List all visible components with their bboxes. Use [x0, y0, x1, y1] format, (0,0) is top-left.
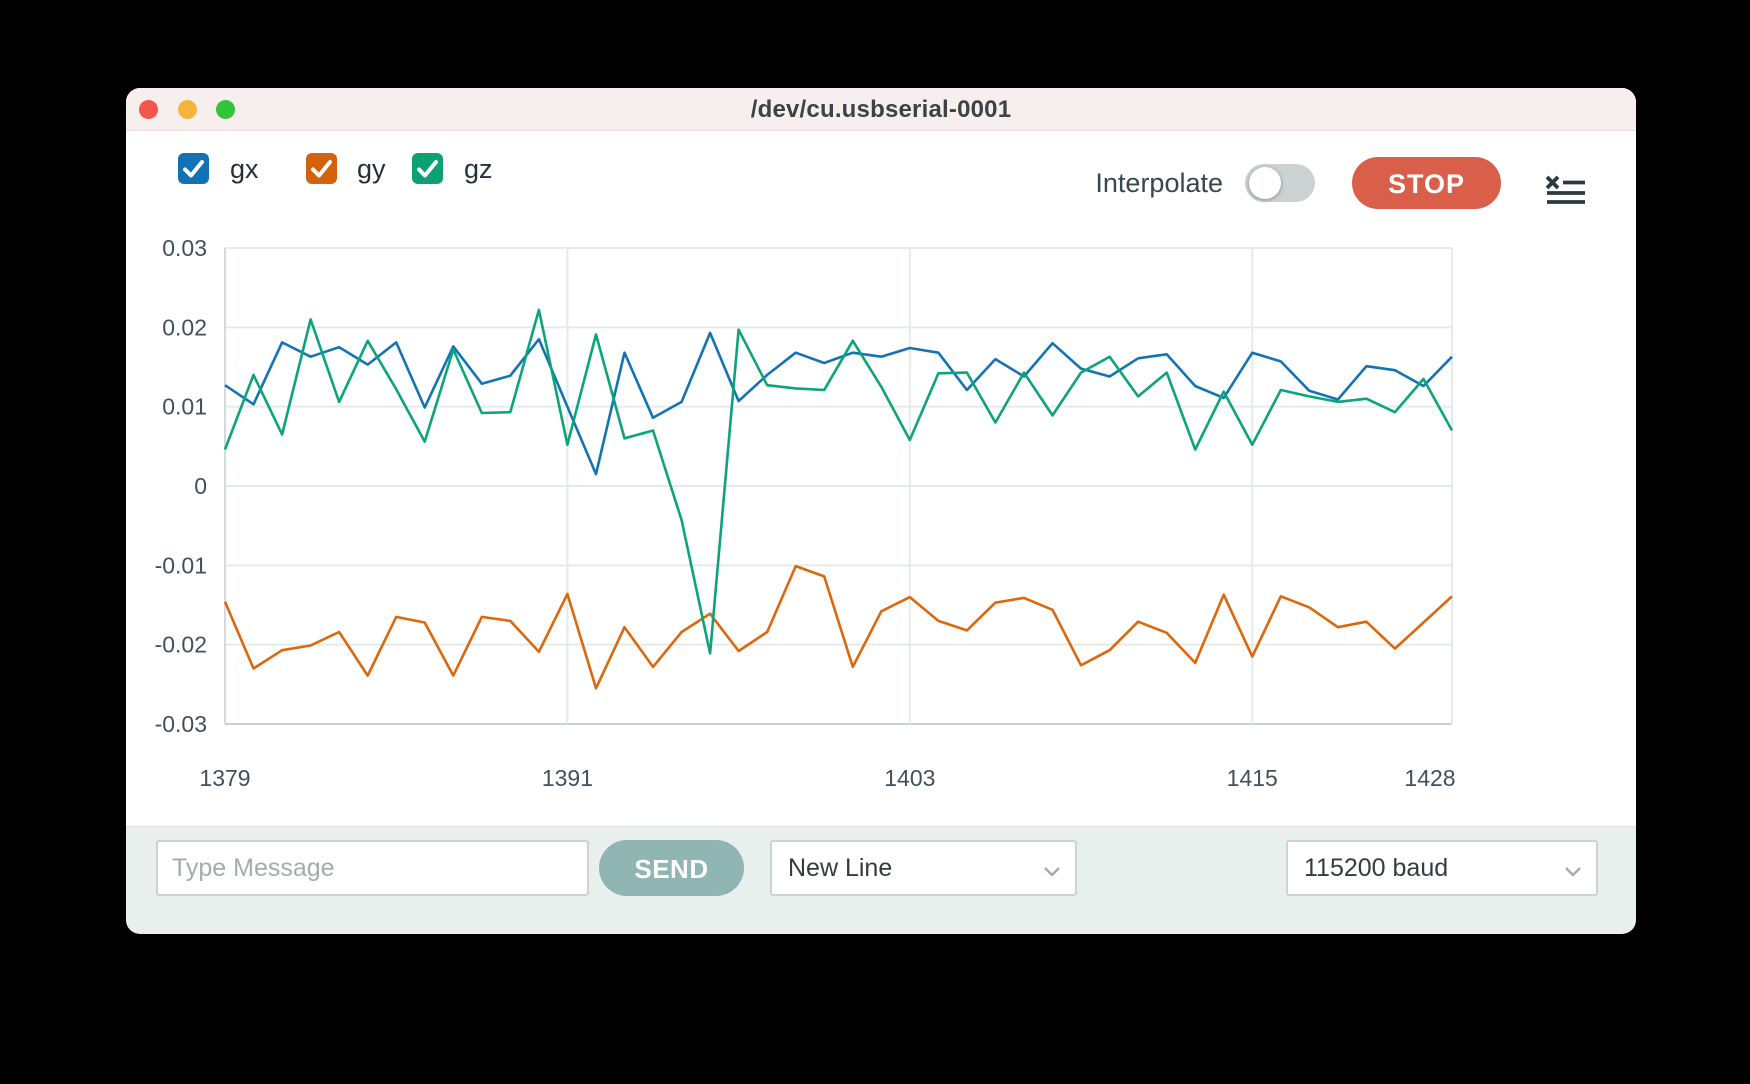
chevron-down-icon — [1565, 867, 1581, 877]
checkbox-gy[interactable] — [306, 153, 337, 184]
svg-text:-0.01: -0.01 — [155, 552, 207, 578]
clear-list-icon[interactable] — [1544, 174, 1586, 204]
svg-text:0.03: 0.03 — [162, 235, 207, 261]
zoom-window-button[interactable] — [216, 100, 235, 119]
checkbox-gx[interactable] — [178, 153, 209, 184]
check-icon — [183, 160, 204, 178]
line-ending-value: New Line — [788, 854, 893, 882]
interpolate-toggle[interactable] — [1245, 164, 1315, 202]
svg-text:1403: 1403 — [884, 765, 935, 791]
check-icon — [417, 160, 438, 178]
svg-text:0.01: 0.01 — [162, 394, 207, 420]
interpolate-label: Interpolate — [1095, 168, 1223, 198]
svg-text:1391: 1391 — [542, 765, 593, 791]
svg-text:1428: 1428 — [1404, 765, 1455, 791]
svg-text:1415: 1415 — [1227, 765, 1278, 791]
app-window: /dev/cu.usbserial-0001 gx gy gz Interpol… — [126, 88, 1636, 934]
svg-text:-0.02: -0.02 — [155, 632, 207, 658]
minimize-window-button[interactable] — [178, 100, 197, 119]
send-button[interactable]: SEND — [599, 840, 744, 896]
message-input[interactable] — [156, 840, 589, 896]
checkbox-gz[interactable] — [412, 153, 443, 184]
check-icon — [311, 160, 332, 178]
svg-text:1379: 1379 — [199, 765, 250, 791]
line-ending-select[interactable]: New Line — [770, 840, 1077, 896]
svg-text:-0.03: -0.03 — [155, 711, 207, 737]
plot-area[interactable]: 0.03 0.02 0.01 0 -0.01 -0.02 -0.03 1379 1391 1403… — [126, 218, 1636, 818]
toggle-knob — [1249, 167, 1281, 199]
legend-label-gy: gy — [357, 154, 386, 184]
baud-rate-value: 115200 baud — [1304, 854, 1449, 882]
stop-button[interactable]: STOP — [1352, 157, 1501, 209]
bottom-bar: SEND New Line 115200 baud — [126, 826, 1636, 934]
title-bar: /dev/cu.usbserial-0001 — [126, 88, 1636, 131]
svg-text:0: 0 — [194, 473, 207, 499]
svg-text:0.02: 0.02 — [162, 314, 207, 340]
close-window-button[interactable] — [139, 100, 158, 119]
baud-rate-select[interactable]: 115200 baud — [1286, 840, 1598, 896]
chevron-down-icon — [1044, 867, 1060, 877]
legend-label-gx: gx — [230, 154, 259, 184]
window-title: /dev/cu.usbserial-0001 — [750, 96, 1012, 123]
legend-label-gz: gz — [464, 154, 493, 184]
